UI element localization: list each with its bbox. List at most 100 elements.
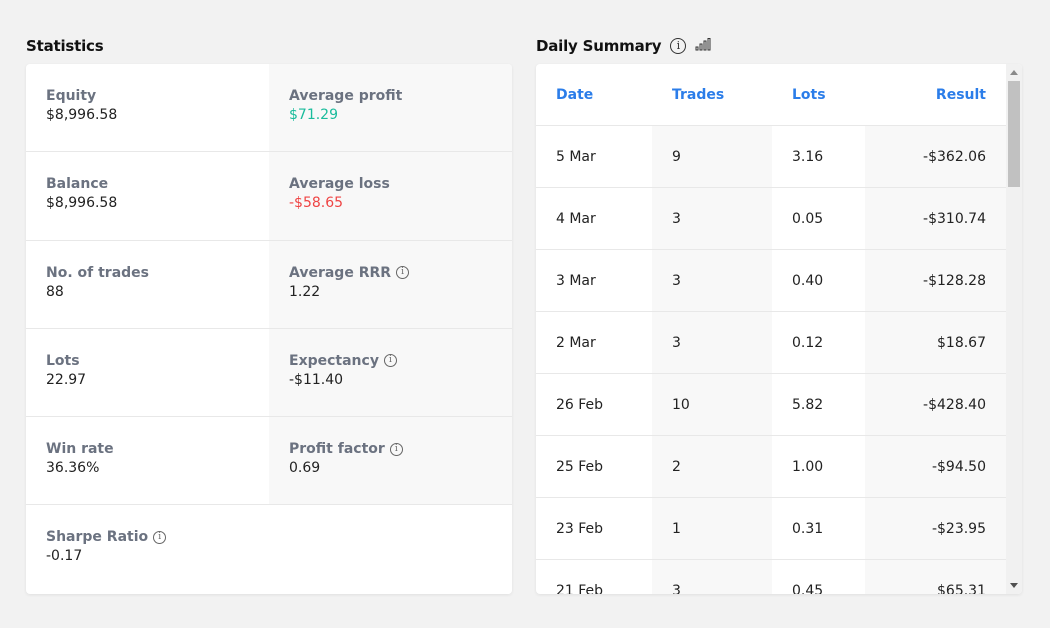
stat-label: Balance bbox=[46, 176, 249, 192]
statistics-title-text: Statistics bbox=[26, 37, 104, 55]
stat-label-text: Sharpe Ratio bbox=[46, 529, 149, 546]
stat-cell: Win rate 36.36% bbox=[26, 417, 269, 506]
result-cell: -$128.28 bbox=[865, 250, 1006, 311]
stat-value: -0.17 bbox=[46, 548, 83, 565]
result-cell: -$23.95 bbox=[865, 498, 1006, 559]
stat-cell: Profit factor i 0.69 bbox=[269, 417, 512, 506]
stat-value: $8,996.58 bbox=[46, 107, 118, 123]
table-row[interactable]: 4 Mar 3 0.05 -$310.74 bbox=[536, 188, 1006, 250]
daily-summary-title: Daily Summary i bbox=[536, 37, 711, 55]
empty-stat-cell bbox=[269, 505, 512, 594]
stat-cell: Average RRR i 1.22 bbox=[269, 240, 512, 329]
trades-cell: 3 bbox=[652, 560, 772, 594]
stat-label: Lots bbox=[46, 353, 249, 369]
table-row[interactable]: 3 Mar 3 0.40 -$128.28 bbox=[536, 250, 1006, 312]
stat-label: Expectancy i bbox=[289, 353, 492, 369]
stat-cell: Average loss -$58.65 bbox=[269, 152, 512, 241]
stat-value: $8,996.58 bbox=[46, 195, 118, 212]
date-cell: 5 Mar bbox=[556, 148, 596, 165]
column-header-lots[interactable]: Lots bbox=[792, 86, 826, 103]
lots-cell: 0.31 bbox=[792, 520, 824, 537]
date-cell: 21 Feb bbox=[556, 582, 604, 595]
stat-label: Sharpe Ratio i bbox=[46, 529, 249, 545]
result-cell: -$94.50 bbox=[865, 436, 1006, 497]
bar-chart-icon[interactable] bbox=[695, 37, 711, 55]
stat-cell: Sharpe Ratio i -0.17 bbox=[26, 505, 269, 593]
stat-value: 0.69 bbox=[289, 460, 321, 477]
scroll-thumb[interactable] bbox=[1008, 81, 1020, 187]
date-cell: 3 Mar bbox=[556, 272, 596, 289]
date-cell: 4 Mar bbox=[556, 210, 596, 227]
daily-summary-card: Date Trades Lots Result 5 Mar 9 3.16 -$362.… bbox=[536, 64, 1022, 594]
lots-cell: 1.00 bbox=[792, 458, 824, 475]
stat-cell: No. of trades 88 bbox=[26, 241, 269, 329]
table-row[interactable]: 5 Mar 9 3.16 -$362.06 bbox=[536, 126, 1006, 188]
table-row[interactable]: 26 Feb 10 5.82 -$428.40 bbox=[536, 374, 1006, 436]
stat-label: Average profit bbox=[289, 88, 492, 104]
statistics-card: Equity $8,996.58 Average profit $71.29 Balan… bbox=[26, 64, 512, 594]
stat-label: Equity bbox=[46, 88, 249, 104]
stat-value: -$11.40 bbox=[289, 371, 344, 388]
column-header-result[interactable]: Result bbox=[935, 86, 986, 103]
table-row[interactable]: 21 Feb 3 0.45 $65.31 bbox=[536, 560, 1006, 594]
scroll-up-arrow-icon[interactable] bbox=[1010, 70, 1018, 75]
daily-summary-title-text: Daily Summary bbox=[536, 37, 662, 55]
statistics-grid: Equity $8,996.58 Average profit $71.29 Balan… bbox=[26, 64, 512, 594]
lots-cell: 3.16 bbox=[792, 148, 824, 165]
stat-label: No. of trades bbox=[46, 265, 249, 281]
lots-cell: 0.40 bbox=[792, 272, 824, 289]
table-row[interactable]: 25 Feb 2 1.00 -$94.50 bbox=[536, 436, 1006, 498]
date-cell: 26 Feb bbox=[556, 396, 604, 413]
result-cell: -$428.40 bbox=[865, 374, 1006, 435]
stat-label-text: No. of trades bbox=[46, 264, 150, 281]
scroll-down-arrow-icon[interactable] bbox=[1010, 583, 1018, 588]
date-cell: 2 Mar bbox=[556, 334, 596, 351]
stat-label: Average loss bbox=[289, 176, 492, 192]
stat-label-text: Profit factor bbox=[289, 441, 385, 458]
stat-cell: Average profit $71.29 bbox=[269, 64, 512, 153]
column-header-trades[interactable]: Trades bbox=[672, 86, 725, 103]
stat-value: 88 bbox=[46, 283, 64, 300]
trades-cell: 3 bbox=[652, 250, 772, 311]
scrollbar[interactable] bbox=[1006, 64, 1022, 594]
stat-label-text: Average loss bbox=[289, 176, 390, 193]
trades-cell: 1 bbox=[652, 498, 772, 559]
stat-cell: Expectancy i -$11.40 bbox=[269, 328, 512, 418]
info-icon[interactable]: i bbox=[670, 38, 687, 54]
info-icon[interactable]: i bbox=[383, 354, 397, 368]
result-cell: -$310.74 bbox=[865, 188, 1006, 249]
column-header-date[interactable]: Date bbox=[556, 86, 594, 103]
info-icon[interactable]: i bbox=[389, 442, 403, 456]
statistics-title: Statistics bbox=[26, 37, 104, 55]
stat-value: 22.97 bbox=[46, 371, 87, 388]
stat-cell: Equity $8,996.58 bbox=[26, 64, 269, 153]
stat-label-text: Win rate bbox=[46, 441, 114, 458]
table-row[interactable]: 2 Mar 3 0.12 $18.67 bbox=[536, 312, 1006, 374]
stat-label-text: Average RRR bbox=[289, 264, 392, 281]
trades-cell: 3 bbox=[652, 188, 772, 249]
stat-label-text: Average profit bbox=[289, 88, 403, 104]
stat-label-text: Balance bbox=[46, 176, 109, 193]
stat-label-text: Lots bbox=[46, 352, 80, 369]
stat-label: Profit factor i bbox=[289, 441, 492, 457]
stat-value: 36.36% bbox=[46, 460, 100, 477]
stat-label-text: Equity bbox=[46, 88, 97, 104]
result-cell: $18.67 bbox=[865, 312, 1006, 373]
table-header-row: Date Trades Lots Result bbox=[536, 64, 1006, 126]
table-row[interactable]: 23 Feb 1 0.31 -$23.95 bbox=[536, 498, 1006, 560]
stat-cell: Balance $8,996.58 bbox=[26, 152, 269, 241]
date-cell: 25 Feb bbox=[556, 458, 604, 475]
stat-value: 1.22 bbox=[289, 283, 321, 300]
result-cell: -$362.06 bbox=[865, 126, 1006, 187]
trades-cell: 3 bbox=[652, 312, 772, 373]
stat-value: $71.29 bbox=[289, 107, 338, 123]
info-icon[interactable]: i bbox=[396, 266, 410, 280]
result-cell: $65.31 bbox=[865, 560, 1006, 594]
stat-value: -$58.65 bbox=[289, 195, 344, 212]
lots-cell: 0.05 bbox=[792, 210, 824, 227]
stat-label: Win rate bbox=[46, 441, 249, 457]
trades-cell: 9 bbox=[652, 126, 772, 187]
info-icon[interactable]: i bbox=[153, 530, 167, 544]
stat-label: Average RRR i bbox=[289, 265, 492, 281]
lots-cell: 0.45 bbox=[792, 582, 824, 595]
